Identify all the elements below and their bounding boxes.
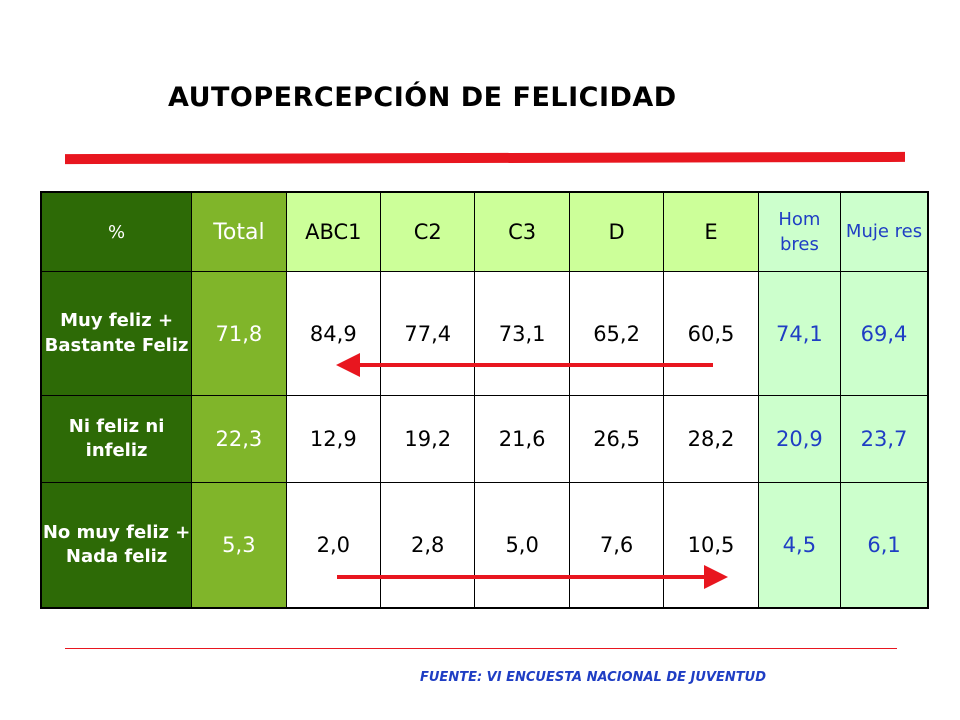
header-hombres: Hom bres — [757, 191, 842, 273]
cell-c3: 21,6 — [474, 395, 570, 484]
cell-c3: 5,0 — [474, 482, 570, 609]
table-row: Ni feliz ni infeliz 22,3 12,9 19,2 21,6 … — [40, 395, 929, 484]
cell-abc1: 2,0 — [285, 482, 382, 609]
header-total: Total — [191, 191, 287, 273]
cell-abc1: 12,9 — [285, 395, 382, 484]
cell-hombres: 20,9 — [757, 395, 842, 484]
row-label: No muy feliz + Nada feliz — [40, 482, 193, 609]
cell-c3: 73,1 — [474, 271, 570, 397]
row-label: Muy feliz + Bastante Feliz — [40, 271, 193, 397]
cell-d: 26,5 — [568, 395, 665, 484]
happiness-table: % Total ABC1 C2 C3 D E Hom bres Muje res… — [40, 191, 929, 609]
cell-mujeres: 23,7 — [840, 395, 929, 484]
header-mujeres: Muje res — [840, 191, 929, 273]
header-abc1: ABC1 — [285, 191, 382, 273]
cell-e: 60,5 — [663, 271, 759, 397]
header-d: D — [568, 191, 665, 273]
header-percent: % — [40, 191, 193, 273]
cell-mujeres: 69,4 — [840, 271, 929, 397]
cell-mujeres: 6,1 — [840, 482, 929, 609]
footer-divider — [65, 648, 897, 649]
cell-total: 71,8 — [191, 271, 287, 397]
header-c3: C3 — [474, 191, 570, 273]
cell-c2: 19,2 — [380, 395, 476, 484]
cell-total: 5,3 — [191, 482, 287, 609]
cell-total: 22,3 — [191, 395, 287, 484]
title-underline — [65, 151, 905, 165]
cell-c2: 77,4 — [380, 271, 476, 397]
row-label: Ni feliz ni infeliz — [40, 395, 193, 484]
source-note: FUENTE: VI ENCUESTA NACIONAL DE JUVENTUD — [420, 670, 766, 685]
table-row: Muy feliz + Bastante Feliz 71,8 84,9 77,… — [40, 271, 929, 397]
cell-e: 10,5 — [663, 482, 759, 609]
cell-d: 7,6 — [568, 482, 665, 609]
page-title: AUTOPERCEPCIÓN DE FELICIDAD — [168, 82, 677, 113]
cell-abc1: 84,9 — [285, 271, 382, 397]
cell-hombres: 74,1 — [757, 271, 842, 397]
table-row: No muy feliz + Nada feliz 5,3 2,0 2,8 5,… — [40, 482, 929, 609]
cell-c2: 2,8 — [380, 482, 476, 609]
cell-e: 28,2 — [663, 395, 759, 484]
header-e: E — [663, 191, 759, 273]
cell-hombres: 4,5 — [757, 482, 842, 609]
cell-d: 65,2 — [568, 271, 665, 397]
header-c2: C2 — [380, 191, 476, 273]
header-row: % Total ABC1 C2 C3 D E Hom bres Muje res — [40, 191, 929, 273]
